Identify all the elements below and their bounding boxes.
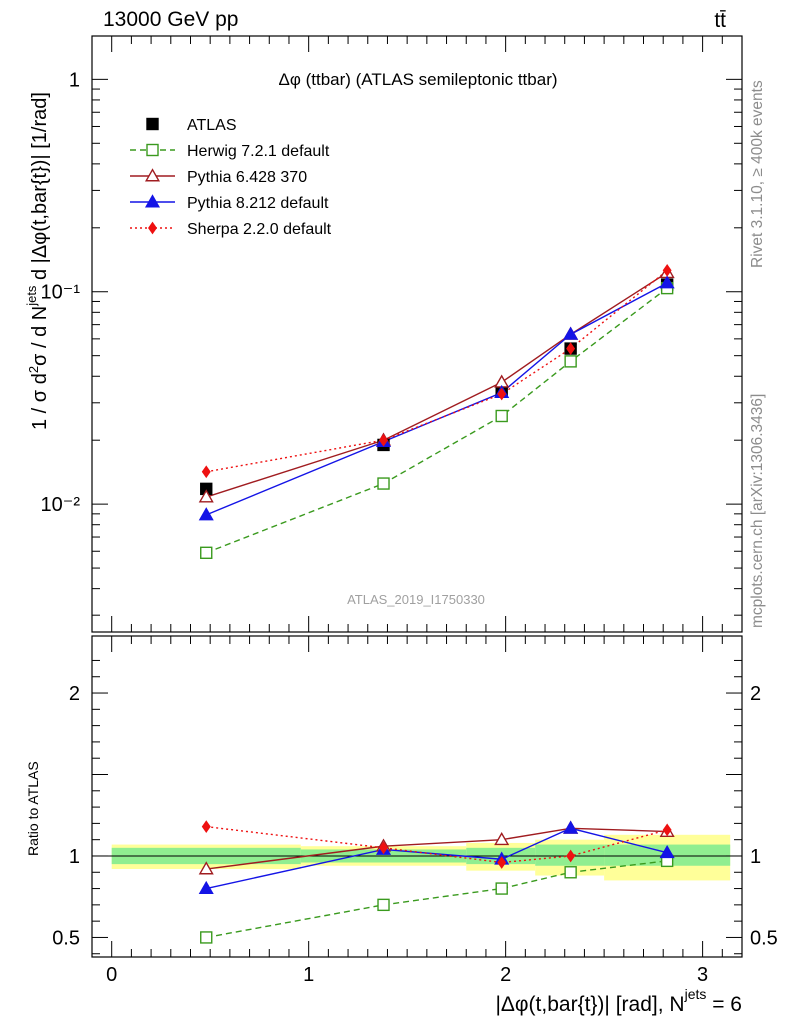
- pythia-8-212-default-point: [198, 507, 214, 521]
- legend-pythia-8-212-default-label: Pythia 8.212 default: [187, 195, 329, 212]
- sherpa-2-2-0-default-ratio-point: [566, 849, 576, 863]
- ratio-tick-label-left: 2: [69, 683, 80, 705]
- x-tick-label: 0: [106, 964, 117, 986]
- pythia-8-212-default-ratio-point: [563, 820, 579, 834]
- sherpa-2-2-0-default-point: [379, 433, 388, 447]
- beam-label: 13000 GeV pp: [103, 8, 238, 31]
- sherpa-2-2-0-default-point: [497, 387, 507, 401]
- herwig-7-2-1-default-point: [377, 477, 390, 490]
- sherpa-2-2-0-default-ratio-point: [497, 856, 507, 869]
- rivet-label: Rivet 3.1.10, ≥ 400k events: [749, 80, 766, 268]
- legend-pythia-8-212-default-marker: [144, 194, 161, 208]
- source-label: mcplots.cern.ch [arXiv:1306.3436]: [749, 394, 766, 628]
- y-tick-label: 10⁻²: [41, 494, 81, 516]
- analysis-watermark: ATLAS_2019_I1750330: [347, 592, 485, 607]
- herwig-7-2-1-default-ratio-point: [377, 898, 390, 912]
- sherpa-2-2-0-default-point: [201, 465, 211, 479]
- ratio-tick-label-right: 0.5: [750, 927, 778, 949]
- ratio-tick-label-right: 2: [750, 683, 761, 705]
- ratio-plot-frame: [91, 635, 743, 958]
- ratio-y-axis-title: Ratio to ATLAS: [25, 761, 41, 856]
- legend-atlas-label: ATLAS: [187, 117, 237, 134]
- herwig-7-2-1-default-ratio-point: [200, 931, 213, 944]
- main-plot-frame: [91, 35, 743, 633]
- pythia-6-428-370-ratio-point: [198, 861, 214, 875]
- ratio-tick-label-left: 1: [69, 846, 80, 868]
- pythia-8-212-default-line: [205, 282, 668, 516]
- sherpa-2-2-0-default-ratio-point: [201, 820, 211, 834]
- sherpa-2-2-0-default-ratio-point: [662, 823, 672, 837]
- legend-pythia-6-428-370-marker: [144, 168, 161, 182]
- ratio-tick-label-right: 1: [750, 846, 761, 868]
- y-axis-title: 1 / σ d2σ / d Njets d |Δφ(t,bar{t})| [1/…: [24, 92, 51, 430]
- herwig-7-2-1-default-point: [564, 355, 577, 368]
- pythia-6-428-370-ratio-point: [494, 831, 510, 846]
- pythia-8-212-default-ratio-point: [659, 844, 675, 859]
- sherpa-2-2-0-default-ratio-line: [206, 825, 668, 864]
- herwig-7-2-1-default-line: [205, 287, 668, 554]
- x-axis-title: |Δφ(t,bar{t})| [rad], Njets = 6: [495, 986, 742, 1016]
- pythia-8-212-default-point: [563, 326, 579, 340]
- x-tick-label: 2: [500, 964, 511, 986]
- pythia-8-212-default-point: [659, 275, 675, 289]
- chart-title: Δφ (ttbar) (ATLAS semileptonic ttbar): [278, 70, 557, 89]
- sherpa-2-2-0-default-point: [662, 264, 672, 277]
- herwig-7-2-1-default-ratio-line: [206, 860, 668, 939]
- legend-herwig-7-2-1-default-marker: [146, 143, 159, 157]
- legend-sherpa-2-2-0-default-marker: [148, 221, 157, 235]
- legend-sherpa-2-2-0-default-label: Sherpa 2.2.0 default: [187, 221, 332, 238]
- herwig-7-2-1-default-ratio-point: [564, 866, 577, 879]
- legend-herwig-7-2-1-default-label: Herwig 7.2.1 default: [187, 143, 330, 160]
- sherpa-2-2-0-default-point: [566, 342, 576, 355]
- sherpa-2-2-0-default-line: [206, 269, 668, 473]
- sherpa-2-2-0-default-ratio-point: [379, 841, 388, 855]
- pythia-6-428-370-line: [206, 272, 668, 498]
- pythia-6-428-370-point: [198, 489, 214, 503]
- x-tick-label: 3: [697, 964, 708, 986]
- process-label: tt̄: [714, 9, 726, 32]
- pythia-8-212-default-ratio-point: [198, 880, 214, 895]
- legend-atlas-marker: [146, 117, 159, 131]
- herwig-7-2-1-default-ratio-point: [495, 882, 508, 895]
- herwig-7-2-1-default-point: [200, 546, 213, 559]
- legend-pythia-6-428-370-label: Pythia 6.428 370: [187, 169, 307, 186]
- y-tick-label: 10⁻¹: [41, 282, 81, 304]
- y-tick-label: 1: [69, 69, 80, 91]
- herwig-7-2-1-default-point: [495, 409, 508, 423]
- x-tick-label: 1: [303, 964, 314, 986]
- ratio-tick-label-left: 0.5: [52, 927, 80, 949]
